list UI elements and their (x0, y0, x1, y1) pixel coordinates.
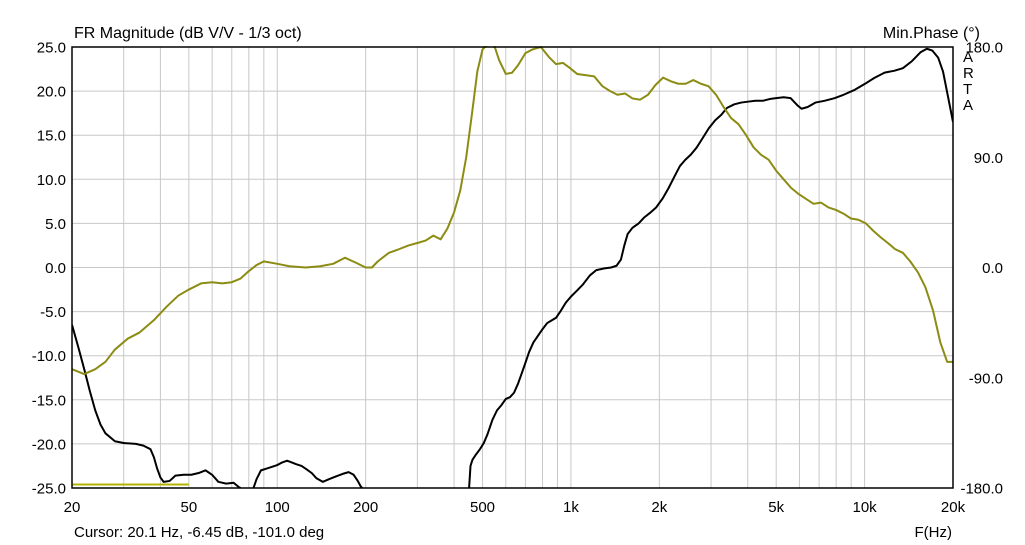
y-tick-label: 25.0 (37, 40, 66, 57)
phase-tick-label: -180.0 (960, 481, 1003, 498)
magnitude-curve-2 (252, 459, 363, 488)
x-tick-label: 5k (768, 499, 784, 516)
phase-axis-title: Min.Phase (°) (883, 25, 980, 42)
y-tick-label: 20.0 (37, 84, 66, 101)
magnitude-curve-1 (72, 324, 242, 488)
y-tick-label: -20.0 (32, 436, 66, 453)
phase-tick-label: 0.0 (982, 260, 1003, 277)
plot-frame (71, 46, 954, 489)
y-tick-label: 5.0 (45, 216, 66, 233)
chart-series (72, 46, 953, 488)
x-tick-label: 1k (563, 499, 579, 516)
axis-tick-labels: 25.0 20.0 15.0 10.0 5.0 0.0 -5.0 -10.0 -15.0 -20.… (32, 40, 1003, 517)
x-tick-label: 20k (941, 499, 966, 516)
y-tick-label: 0.0 (45, 260, 66, 277)
chart-grid (72, 47, 953, 488)
phase-tick-label: -90.0 (969, 370, 1003, 387)
x-tick-label: 2k (651, 499, 667, 516)
magnitude-curve-3 (468, 47, 953, 488)
y-tick-label: -25.0 (32, 481, 66, 498)
x-tick-label: 200 (353, 499, 378, 516)
y-tick-label: 15.0 (37, 128, 66, 145)
x-tick-label: 10k (853, 499, 878, 516)
y-tick-label: -5.0 (40, 304, 66, 321)
phase-tick-label: 180.0 (965, 40, 1003, 57)
x-axis-label: F(Hz) (915, 524, 953, 541)
x-tick-label: 20 (64, 499, 81, 516)
x-tick-label: 100 (265, 499, 290, 516)
y-tick-label: -10.0 (32, 348, 66, 365)
y-tick-label: -15.0 (32, 392, 66, 409)
chart-title: FR Magnitude (dB V/V - 1/3 oct) (74, 25, 302, 42)
cursor-readout: Cursor: 20.1 Hz, -6.45 dB, -101.0 deg (74, 524, 324, 541)
x-tick-label: 50 (181, 499, 198, 516)
y-tick-label: 10.0 (37, 172, 66, 189)
phase-tick-label: 90.0 (974, 150, 1003, 167)
phase-curve (72, 46, 953, 376)
x-tick-label: 500 (470, 499, 495, 516)
